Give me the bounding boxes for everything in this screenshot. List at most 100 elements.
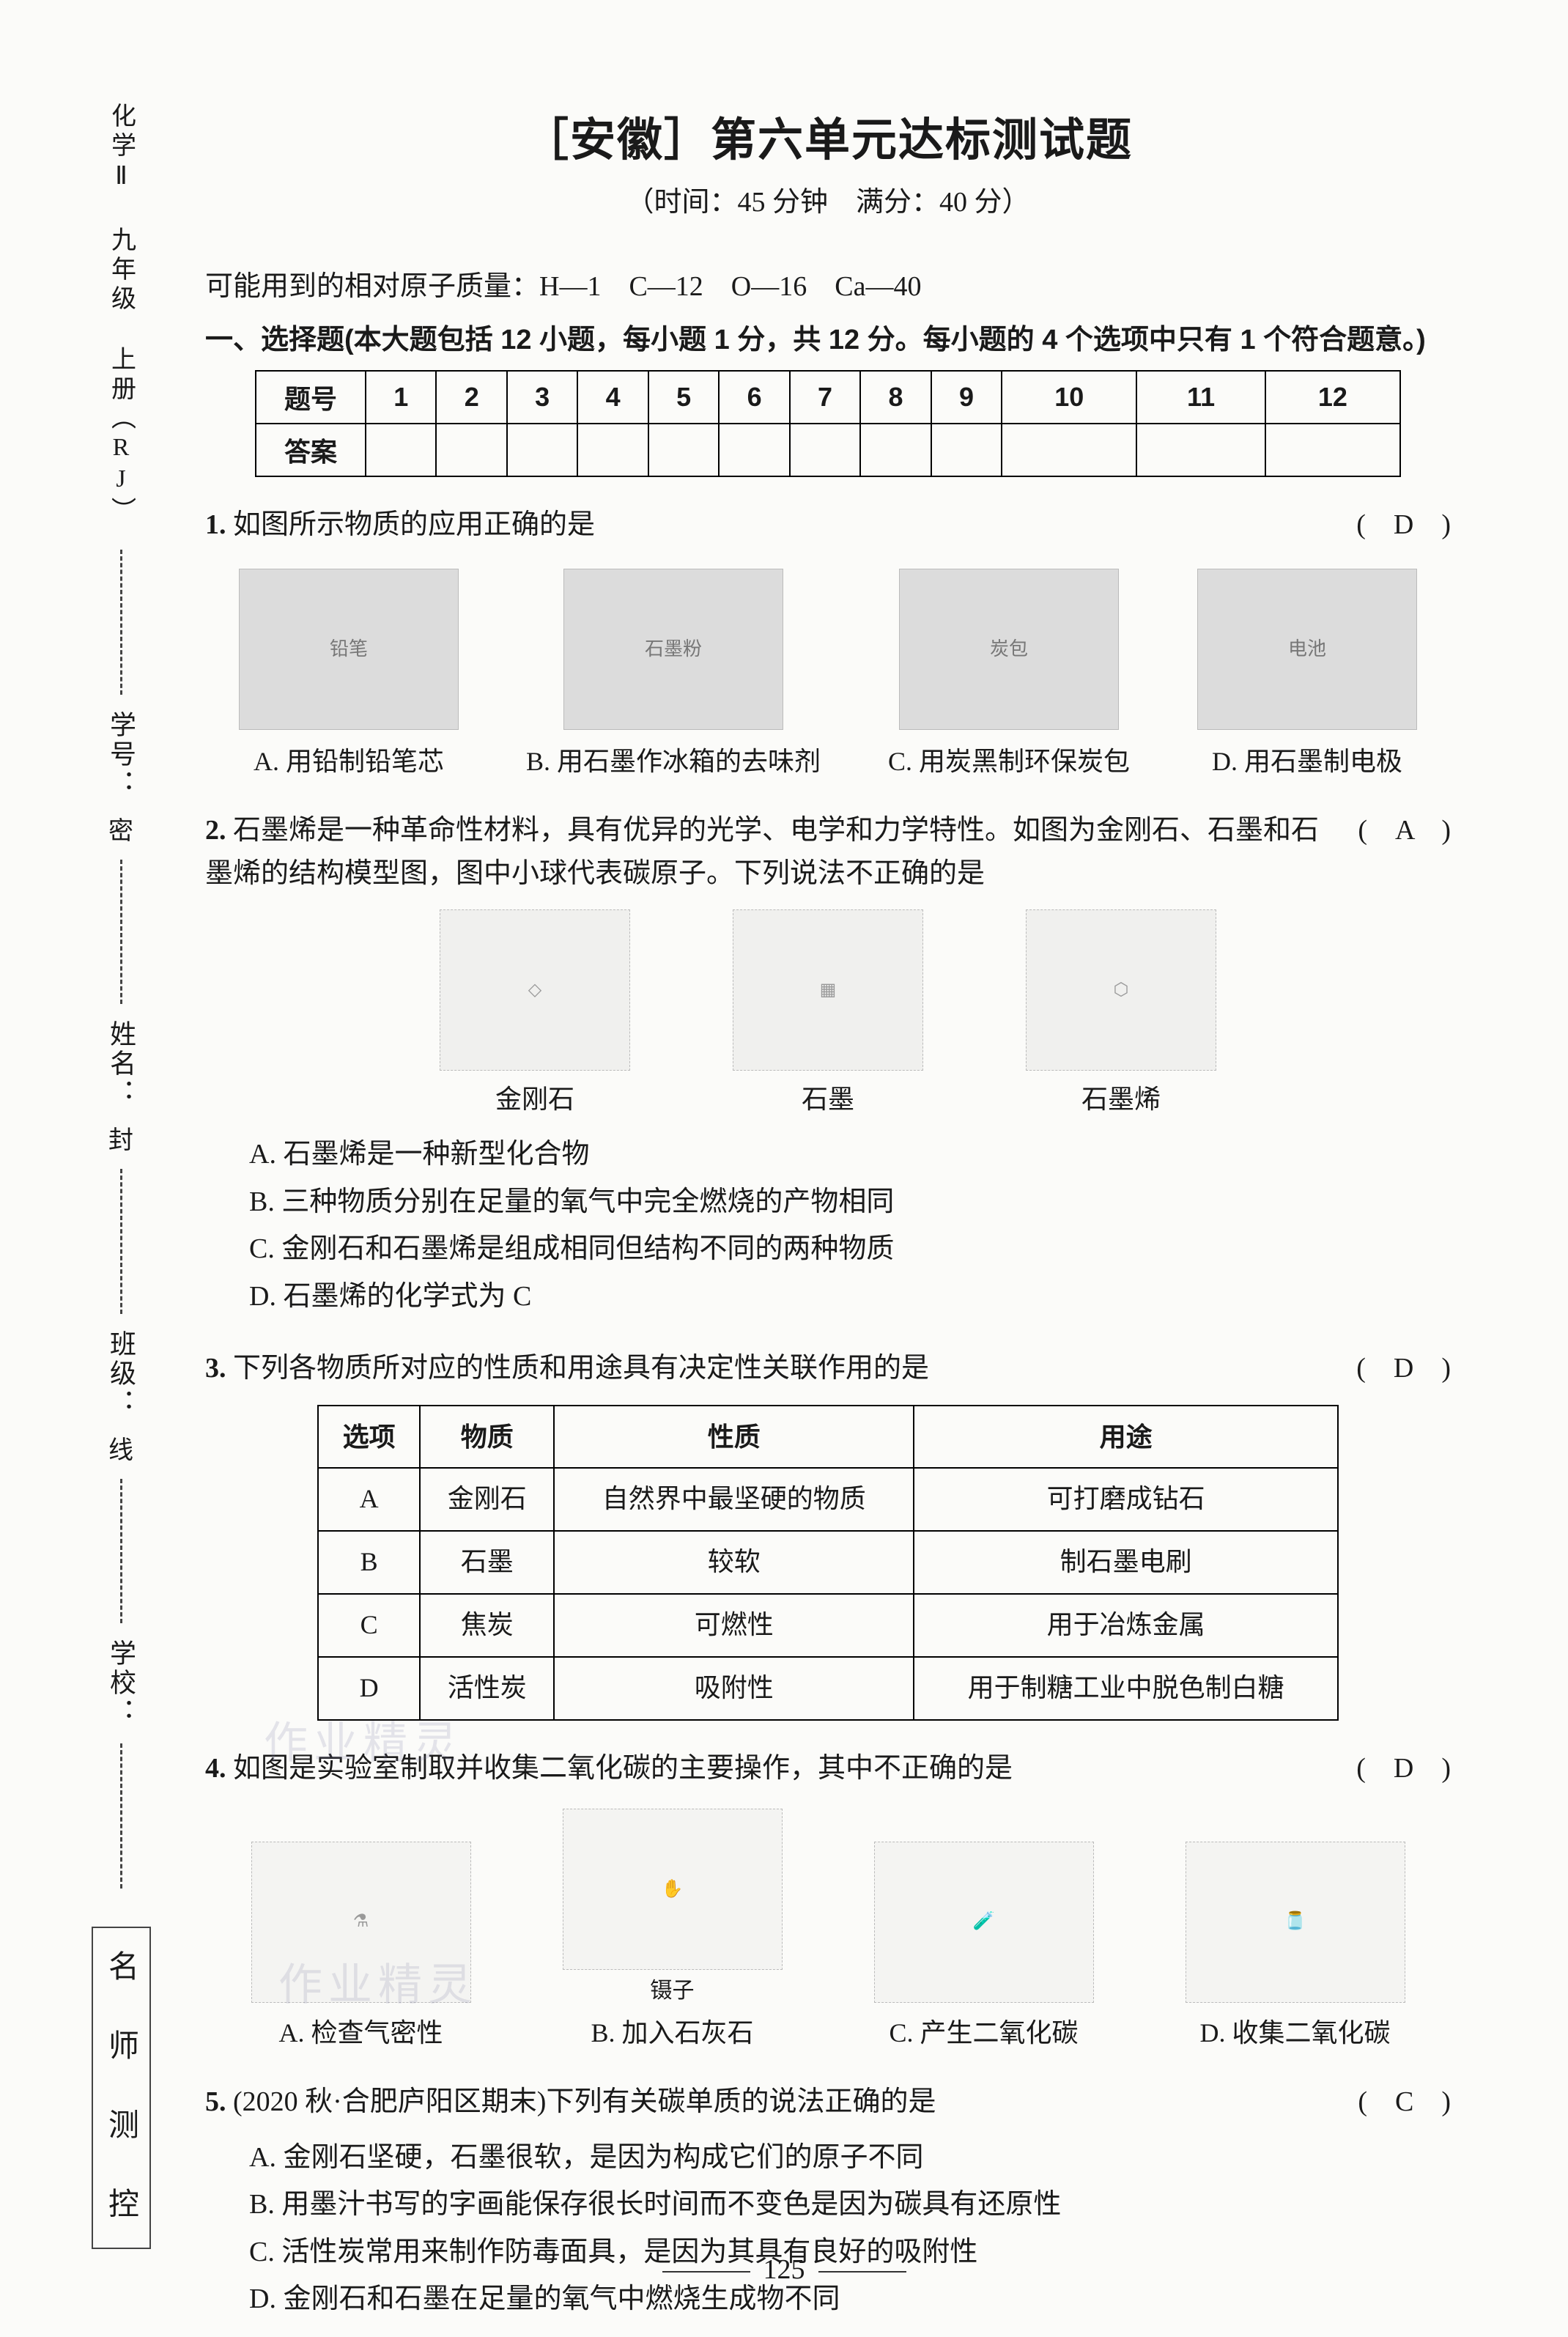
grid-answer-cell[interactable]: [1265, 424, 1400, 476]
side-mark-xian: 线: [108, 1425, 133, 1470]
grid-col: 2: [436, 371, 506, 424]
grid-answer-cell[interactable]: [860, 424, 931, 476]
q4-opt-b-key: B.: [591, 2018, 615, 2048]
q5-options: A. 金刚石坚硬，石墨很软，是因为构成它们的原子不同 B. 用墨汁书写的字画能保…: [205, 2134, 1451, 2323]
q3-th: 物质: [420, 1406, 554, 1469]
grid-col: 5: [648, 371, 719, 424]
q4-opt-d-key: D.: [1199, 2018, 1225, 2048]
grid-answer-cell[interactable]: [436, 424, 506, 476]
side-dash: [120, 1479, 122, 1624]
grid-col: 7: [790, 371, 860, 424]
grid-answer-cell[interactable]: [931, 424, 1002, 476]
side-label-class: 班级：: [102, 1323, 140, 1425]
question-3: 3. 下列各物质所对应的性质和用途具有决定性关联作用的是 ( D ) 选项 物质…: [205, 1347, 1451, 1721]
q3-cell: 自然界中最坚硬的物质: [554, 1468, 914, 1531]
q4-answer: ( D ): [1356, 1747, 1451, 1790]
q3-answer: ( D ): [1356, 1347, 1451, 1390]
q1-img-b: 石墨粉: [563, 569, 783, 730]
q1-opt-a-key: A.: [254, 747, 279, 776]
q4-opt-c: 🧪 C. 产生二氧化碳: [874, 1842, 1094, 2054]
q4-img-b: ✋: [563, 1809, 783, 1970]
q3-cell: 用于制糖工业中脱色制白糖: [914, 1657, 1338, 1720]
q1-opt-a-text: 用铅制铅笔芯: [286, 747, 444, 776]
q3-cell: A: [318, 1468, 420, 1531]
q3-th: 选项: [318, 1406, 420, 1469]
q2-opt-b: B. 三种物质分别在足量的氧气中完全燃烧的产物相同: [205, 1178, 1451, 1226]
page-number: 125: [0, 2253, 1568, 2286]
binding-strip: 化学Ⅱ 九年级 上册（RJ） 学号： 密 姓名： 封 班级： 线 学校： 名 师…: [66, 88, 176, 2249]
q3-stem: 下列各物质所对应的性质和用途具有决定性关联作用的是: [233, 1353, 929, 1384]
q4-img-c: 🧪: [874, 1842, 1094, 2003]
grid-answer-cell[interactable]: [648, 424, 719, 476]
q2-opt-c: C. 金刚石和石墨烯是组成相同但结构不同的两种物质: [205, 1225, 1451, 1273]
q1-image-row: 铅笔 A. 用铅制铅笔芯 石墨粉 B. 用石墨作冰箱的去味剂 炭包 C. 用炭黑…: [205, 569, 1451, 783]
q4-opt-b: ✋ 镊子 B. 加入石灰石: [563, 1809, 783, 2053]
q3-number: 3.: [205, 1353, 226, 1384]
grid-answer-cell[interactable]: [719, 424, 789, 476]
question-4: 4. 如图是实验室制取并收集二氧化碳的主要操作，其中不正确的是 ( D ) ⚗ …: [205, 1747, 1451, 2054]
q4-opt-d-text: 收集二氧化碳: [1232, 2018, 1390, 2048]
q5-answer: ( C ): [1358, 2081, 1451, 2124]
q2-opt-d: D. 石墨烯的化学式为 C: [205, 1273, 1451, 1321]
q2-diag-graphene: ⬡石墨烯: [1026, 909, 1216, 1120]
q3-cell: 可燃性: [554, 1594, 914, 1657]
side-book-info: 化学Ⅱ 九年级 上册（RJ）: [103, 88, 139, 541]
answer-grid-answer-row: 答案: [256, 424, 1400, 476]
q3-cell: 制石墨电刷: [914, 1531, 1338, 1594]
q1-number: 1.: [205, 509, 226, 540]
grid-answer-cell[interactable]: [1136, 424, 1265, 476]
q3-row-b: B 石墨 较软 制石墨电刷: [318, 1531, 1338, 1594]
q1-opt-d-text: 用石墨制电极: [1244, 747, 1402, 776]
q5-opt-a: A. 金刚石坚硬，石墨很软，是因为构成它们的原子不同: [205, 2134, 1451, 2182]
section-1-desc: (本大题包括 12 小题，每小题 1 分，共 12 分。每小题的 4 个选项中只…: [344, 325, 1426, 355]
q3-cell: 焦炭: [420, 1594, 554, 1657]
grid-answer-cell[interactable]: [577, 424, 648, 476]
grid-answer-cell[interactable]: [1002, 424, 1136, 476]
q3-table-header: 选项 物质 性质 用途: [318, 1406, 1338, 1469]
grid-col: 4: [577, 371, 648, 424]
q1-answer: ( D ): [1356, 503, 1451, 547]
q2-number: 2.: [205, 815, 226, 846]
q2-options: A. 石墨烯是一种新型化合物 B. 三种物质分别在足量的氧气中完全燃烧的产物相同…: [205, 1131, 1451, 1320]
grid-answer-cell[interactable]: [366, 424, 436, 476]
grid-col: 9: [931, 371, 1002, 424]
side-dash: [120, 1169, 122, 1314]
grid-answer-cell[interactable]: [507, 424, 577, 476]
q2-diag-img: ◇: [440, 909, 630, 1071]
q3-table: 选项 物质 性质 用途 A 金刚石 自然界中最坚硬的物质 可打磨成钻石 B 石墨…: [317, 1405, 1339, 1721]
q3-cell: 金刚石: [420, 1468, 554, 1531]
grid-col: 11: [1136, 371, 1265, 424]
q3-cell: B: [318, 1531, 420, 1594]
grid-col: 1: [366, 371, 436, 424]
q3-cell: 吸附性: [554, 1657, 914, 1720]
q5-stem: 下列有关碳单质的说法正确的是: [546, 2086, 936, 2117]
grid-col: 10: [1002, 371, 1136, 424]
q1-opt-b-text: 用石墨作冰箱的去味剂: [557, 747, 821, 776]
side-label-id: 学号：: [102, 704, 140, 806]
side-mark-feng: 封: [108, 1115, 133, 1160]
grid-label-qnum: 题号: [256, 371, 366, 424]
q2-diag-img: ▦: [733, 909, 923, 1071]
grid-col: 3: [507, 371, 577, 424]
q2-diag-diamond: ◇金刚石: [440, 909, 630, 1120]
q2-diag-graphite: ▦石墨: [733, 909, 923, 1120]
exam-title: ［安徽］第六单元达标测试题: [205, 103, 1451, 169]
q1-stem: 如图所示物质的应用正确的是: [233, 509, 595, 540]
grid-answer-cell[interactable]: [790, 424, 860, 476]
q1-opt-b: 石墨粉 B. 用石墨作冰箱的去味剂: [526, 569, 821, 783]
q1-opt-d: 电池 D. 用石墨制电极: [1197, 569, 1417, 783]
section-1-label: 一、选择题: [205, 325, 344, 355]
q2-opt-a: A. 石墨烯是一种新型化合物: [205, 1131, 1451, 1178]
q2-diag-img: ⬡: [1026, 909, 1216, 1071]
q2-diagram-row: ◇金刚石 ▦石墨 ⬡石墨烯: [205, 909, 1451, 1120]
side-mark-mi: 密: [108, 806, 133, 851]
q3-cell: 用于冶炼金属: [914, 1594, 1338, 1657]
side-series-title: 名 师 测 控: [92, 1927, 151, 2249]
side-dash: [120, 550, 122, 695]
q3-row-c: C 焦炭 可燃性 用于冶炼金属: [318, 1594, 1338, 1657]
q3-cell: 可打磨成钻石: [914, 1468, 1338, 1531]
side-dash: [120, 860, 122, 1005]
q3-row-d: D 活性炭 吸附性 用于制糖工业中脱色制白糖: [318, 1657, 1338, 1720]
exam-subtitle: （时间：45 分钟 满分：40 分）: [205, 179, 1451, 219]
side-dash: [120, 1743, 122, 1889]
